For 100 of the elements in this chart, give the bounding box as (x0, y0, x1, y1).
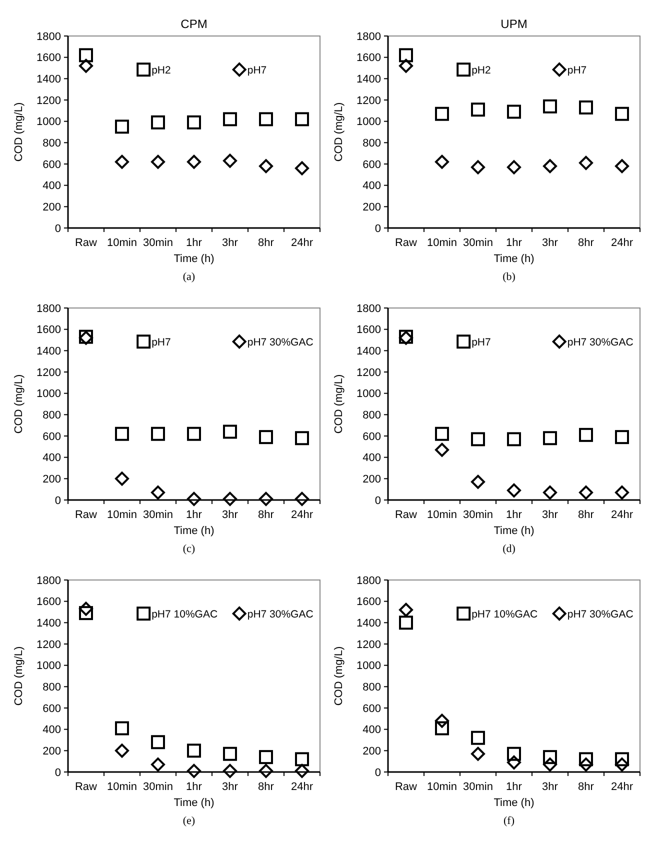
point (187, 744, 201, 758)
x-tick-label: 3hr (222, 781, 238, 793)
point (579, 428, 593, 442)
x-tick-label: 1hr (506, 509, 522, 521)
x-tick-label: 3hr (542, 509, 558, 521)
point (187, 154, 201, 169)
y-tick-label: 1400 (36, 618, 61, 630)
text: (e) (182, 815, 196, 827)
y-tick-label: 1000 (356, 388, 381, 400)
legend-label: pH2 (472, 64, 492, 76)
point (115, 472, 129, 486)
point (579, 486, 593, 500)
legend-label: pH7 30%GAC (247, 608, 314, 620)
point (79, 48, 93, 62)
point (471, 160, 485, 174)
point (435, 106, 449, 121)
x-tick-label: 8hr (258, 781, 274, 793)
y-tick-label: 200 (42, 202, 61, 214)
x-tick-label: 1hr (186, 781, 202, 793)
x-tick-label: 24hr (610, 509, 634, 521)
y-tick-label: 800 (362, 682, 381, 694)
y-tick-label: 1200 (356, 366, 381, 379)
y-tick-label: 1000 (36, 116, 61, 128)
x-tick-label: 30min (143, 237, 173, 249)
point (151, 758, 165, 772)
point (435, 154, 449, 169)
x-tick-label: 10min (107, 237, 137, 249)
point (435, 442, 449, 457)
y-tick-label: 1400 (36, 346, 61, 358)
y-tick-label: 200 (42, 746, 61, 758)
x-tick-label: 10min (427, 781, 457, 793)
point (223, 154, 237, 168)
point (151, 735, 165, 750)
point (151, 154, 165, 169)
point (579, 752, 593, 766)
y-tick-label: 1600 (356, 52, 381, 64)
legend-label: pH7 10%GAC (472, 608, 538, 620)
chart-title: UPM (500, 17, 528, 31)
x-tick-label: 1hr (186, 509, 202, 521)
y-tick-label: 200 (362, 746, 381, 758)
y-tick-label: 1800 (36, 30, 61, 43)
y-axis-title: COD (mg/L) (333, 374, 345, 434)
point (223, 764, 237, 778)
y-tick-label: 800 (362, 410, 381, 422)
x-tick-label: 10min (427, 509, 457, 521)
y-tick-label: 1800 (36, 574, 61, 587)
y-tick-label: 600 (362, 702, 381, 715)
text: (c) (182, 543, 196, 555)
point (115, 744, 129, 758)
y-tick-label: 1000 (356, 660, 381, 672)
x-tick-label: 24hr (290, 509, 314, 521)
point (435, 714, 449, 728)
point (115, 721, 129, 736)
x-tick-label: 8hr (578, 237, 594, 249)
x-tick-label: 3hr (542, 781, 558, 793)
y-axis-title: COD (mg/L) (333, 646, 345, 706)
point (615, 486, 629, 500)
point (543, 486, 557, 500)
point (435, 426, 449, 441)
point (507, 160, 521, 174)
point (471, 730, 485, 745)
y-tick-label: 1800 (356, 30, 381, 43)
x-tick-label: 10min (107, 781, 137, 793)
point (223, 112, 237, 126)
y-tick-label: 400 (42, 180, 61, 192)
y-tick-label: 0 (54, 222, 61, 235)
x-axis-title: Time (h) (494, 253, 534, 265)
y-tick-label: 400 (362, 452, 381, 464)
point (579, 758, 593, 772)
point (295, 492, 309, 506)
x-tick-label: 24hr (290, 781, 314, 793)
x-tick-label: 30min (463, 237, 493, 249)
y-tick-label: 200 (42, 474, 61, 486)
point (151, 486, 165, 500)
y-axis-title: COD (mg/L) (333, 102, 345, 162)
point (187, 426, 201, 441)
y-tick-label: 400 (42, 452, 61, 464)
x-tick-label: 30min (463, 509, 493, 521)
point (615, 106, 629, 121)
x-tick-label: 8hr (578, 509, 594, 521)
x-axis-title: Time (h) (174, 253, 214, 265)
x-tick-label: Raw (74, 509, 98, 521)
point (295, 752, 309, 766)
point (259, 750, 273, 764)
y-tick-label: 1000 (356, 116, 381, 128)
point (399, 602, 413, 617)
point (471, 746, 485, 761)
point (223, 424, 237, 439)
y-tick-label: 400 (362, 724, 381, 736)
y-tick-label: 600 (42, 702, 61, 715)
x-tick-label: 8hr (258, 237, 274, 249)
text: (b) (502, 271, 516, 283)
y-tick-label: 600 (362, 430, 381, 443)
legend-label: pH7 (152, 336, 172, 348)
y-tick-label: 1800 (36, 302, 61, 315)
x-tick-label: Raw (394, 509, 418, 521)
point (615, 159, 629, 174)
point (507, 755, 521, 770)
y-tick-label: 1000 (36, 388, 61, 400)
y-tick-label: 200 (362, 474, 381, 486)
